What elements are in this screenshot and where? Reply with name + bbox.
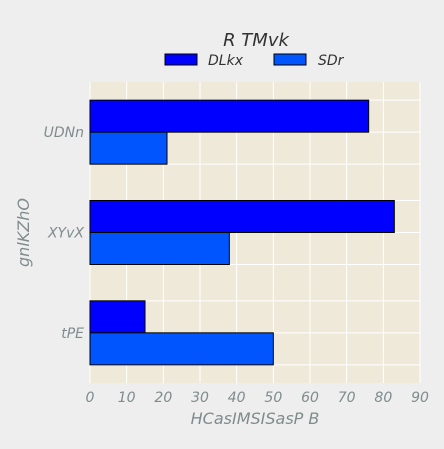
x-tick-label: 60 <box>301 390 319 406</box>
x-tick-label: 30 <box>191 390 209 406</box>
bar-dlkx-udnn <box>89 99 370 133</box>
legend-swatch-sdr <box>273 53 307 66</box>
x-tick-label: 10 <box>118 390 136 406</box>
ticks: 0 10 20 30 40 50 60 70 80 90 UDNn XYvX tPE <box>44 125 429 406</box>
y-tick-label: tPE <box>61 326 84 342</box>
x-tick-label: 70 <box>338 390 356 406</box>
legend-swatch-dlkx <box>164 53 198 66</box>
y-tick-label: XYvX <box>47 226 84 242</box>
bar-dlkx-tpe <box>89 300 146 334</box>
x-tick-label: 0 <box>86 390 95 406</box>
bar-dlkx-xyvx <box>89 200 395 233</box>
bar-sdr-xyvx <box>89 232 230 265</box>
x-tick-label: 20 <box>154 390 172 406</box>
bars <box>89 99 395 366</box>
legend: DLkx SDr <box>164 53 345 69</box>
legend-label-sdr: SDr <box>318 53 345 69</box>
x-axis-label: HCasIMSISasP B <box>191 409 320 428</box>
legend-label-dlkx: DLkx <box>208 53 244 69</box>
x-tick-label: 40 <box>228 390 246 406</box>
y-tick-label: UDNn <box>44 125 84 141</box>
y-axis-label: gnlKZhO <box>14 198 33 267</box>
x-tick-label: 80 <box>374 390 392 406</box>
bar-sdr-tpe <box>89 332 274 366</box>
x-tick-label: 90 <box>411 390 429 406</box>
bar-sdr-udnn <box>89 131 168 165</box>
chart-title: R TMvk <box>223 30 290 51</box>
x-tick-label: 50 <box>264 390 282 406</box>
